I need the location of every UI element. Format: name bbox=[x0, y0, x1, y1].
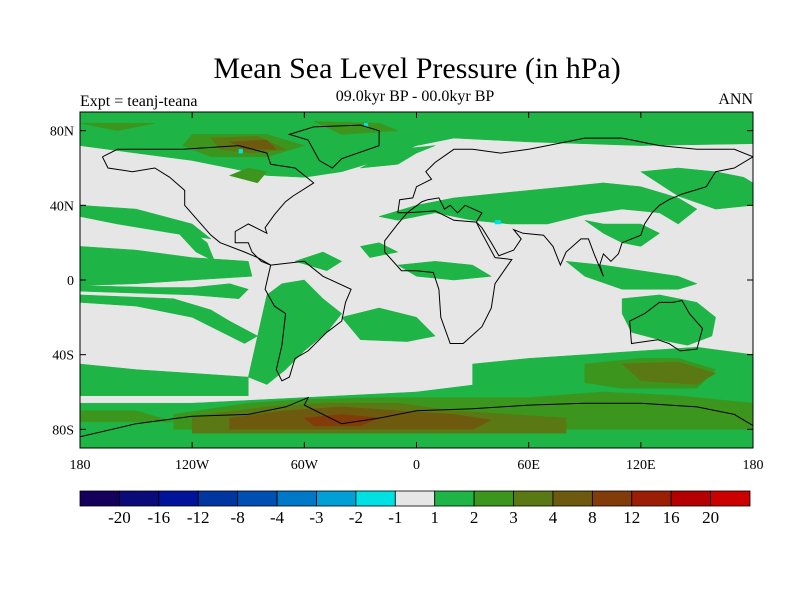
coastlines bbox=[80, 124, 753, 438]
contour-region-2 bbox=[80, 246, 253, 286]
colorbar: -20 -16 -12 -8 -4 -3 -2 -1 1 2 3 4 8 12 16 20 bbox=[79, 490, 751, 527]
x-axis: 180 120W 60W 0 60E 120E 180 bbox=[70, 112, 764, 473]
colorbar-swatch bbox=[237, 490, 278, 507]
colorbar-swatch bbox=[513, 490, 554, 507]
contour-region--1 bbox=[238, 149, 243, 154]
chart-title: Mean Sea Level Pressure (in hPa) bbox=[213, 52, 621, 85]
contour-region-2 bbox=[397, 261, 493, 281]
colorbar-tick-label: 12 bbox=[623, 508, 640, 527]
colorbar-swatch bbox=[158, 490, 199, 507]
y-tick-label: 40S bbox=[52, 349, 74, 364]
contour-region-2 bbox=[294, 251, 343, 271]
colorbar-swatch bbox=[434, 490, 475, 507]
contour-region-2 bbox=[621, 294, 716, 346]
colorbar-tick-label: 8 bbox=[588, 508, 597, 527]
colorbar-tick-label: 3 bbox=[509, 508, 518, 527]
contour-region-2 bbox=[341, 307, 436, 342]
contour-region-2 bbox=[584, 220, 660, 247]
x-tick-label: 120W bbox=[175, 458, 210, 473]
colorbar-swatch bbox=[79, 490, 120, 507]
x-tick-label: 180 bbox=[743, 458, 764, 473]
colorbar-tick-label: -16 bbox=[147, 508, 170, 527]
colorbar-tick-label: 20 bbox=[702, 508, 719, 527]
colorbar-swatch bbox=[591, 490, 633, 507]
experiment-label: Expt = teanj-teana bbox=[80, 93, 198, 110]
contour-region-2 bbox=[360, 145, 436, 169]
contour-region-3 bbox=[80, 122, 155, 131]
contour-region-2 bbox=[248, 279, 343, 385]
y-tick-label: 0 bbox=[67, 274, 74, 289]
contour-region-3 bbox=[80, 410, 174, 423]
contour-region-2 bbox=[359, 242, 399, 258]
coastline-africa bbox=[384, 210, 513, 344]
colorbar-tick-label: -12 bbox=[187, 508, 210, 527]
colorbar-swatch bbox=[276, 490, 317, 507]
coastline-north-america bbox=[101, 145, 315, 266]
colorbar-swatch bbox=[710, 490, 751, 507]
colorbar-tick-label: 2 bbox=[470, 508, 479, 527]
contour-region-8 bbox=[228, 139, 277, 150]
colorbar-tick-label: 16 bbox=[663, 508, 680, 527]
y-tick-label: 40N bbox=[50, 199, 74, 214]
colorbar-swatch bbox=[552, 490, 593, 507]
x-tick-label: 120E bbox=[626, 458, 656, 473]
season-label: ANN bbox=[718, 91, 753, 108]
contour-region-2 bbox=[80, 283, 249, 299]
x-tick-label: 60E bbox=[517, 458, 540, 473]
colorbar-tick-label: 1 bbox=[430, 508, 439, 527]
y-axis: 80N 40N 0 40S 80S bbox=[50, 125, 753, 438]
contour-region-3 bbox=[313, 121, 398, 135]
colorbar-swatch bbox=[355, 490, 396, 507]
colorbar-tick-label: 4 bbox=[549, 508, 558, 527]
contour-region-2 bbox=[80, 363, 249, 396]
x-tick-label: 180 bbox=[70, 458, 91, 473]
coastline-greenland bbox=[287, 124, 380, 169]
colorbar-swatch bbox=[631, 490, 672, 507]
coastline-antarctica bbox=[80, 396, 753, 438]
contour-region-2 bbox=[379, 182, 698, 225]
colorbar-tick-label: -4 bbox=[270, 508, 285, 527]
x-tick-label: 60W bbox=[291, 458, 319, 473]
colorbar-swatch bbox=[197, 490, 239, 507]
coastline-australia bbox=[629, 299, 704, 352]
chart-subtitle: 09.0kyr BP - 00.0kyr BP bbox=[335, 88, 495, 105]
colorbar-swatch bbox=[473, 490, 514, 507]
colorbar-swatch bbox=[316, 490, 357, 507]
colorbar-swatch bbox=[394, 490, 436, 507]
y-tick-label: 80S bbox=[52, 423, 74, 438]
contour-regions bbox=[80, 112, 753, 448]
contour-region-2 bbox=[80, 294, 259, 344]
colorbar-swatch bbox=[670, 490, 711, 507]
contour-region-3 bbox=[228, 167, 268, 184]
contour-region-2 bbox=[640, 167, 753, 210]
coastline-south-america bbox=[264, 260, 352, 382]
contour-region-4 bbox=[621, 361, 717, 385]
colorbar-tick-label: -8 bbox=[231, 508, 245, 527]
colorbar-tick-label: -3 bbox=[309, 508, 323, 527]
coastline-eurasia bbox=[397, 137, 753, 277]
y-tick-label: 80N bbox=[50, 125, 74, 140]
x-tick-label: 0 bbox=[413, 458, 420, 473]
contour-region-12 bbox=[303, 414, 380, 426]
colorbar-tick-label: -2 bbox=[349, 508, 363, 527]
colorbar-tick-label: -1 bbox=[388, 508, 402, 527]
colorbar-tick-label: -20 bbox=[108, 508, 131, 527]
contour-region-2 bbox=[565, 260, 698, 290]
colorbar-swatch bbox=[119, 490, 160, 507]
contour-region--1 bbox=[494, 220, 501, 225]
